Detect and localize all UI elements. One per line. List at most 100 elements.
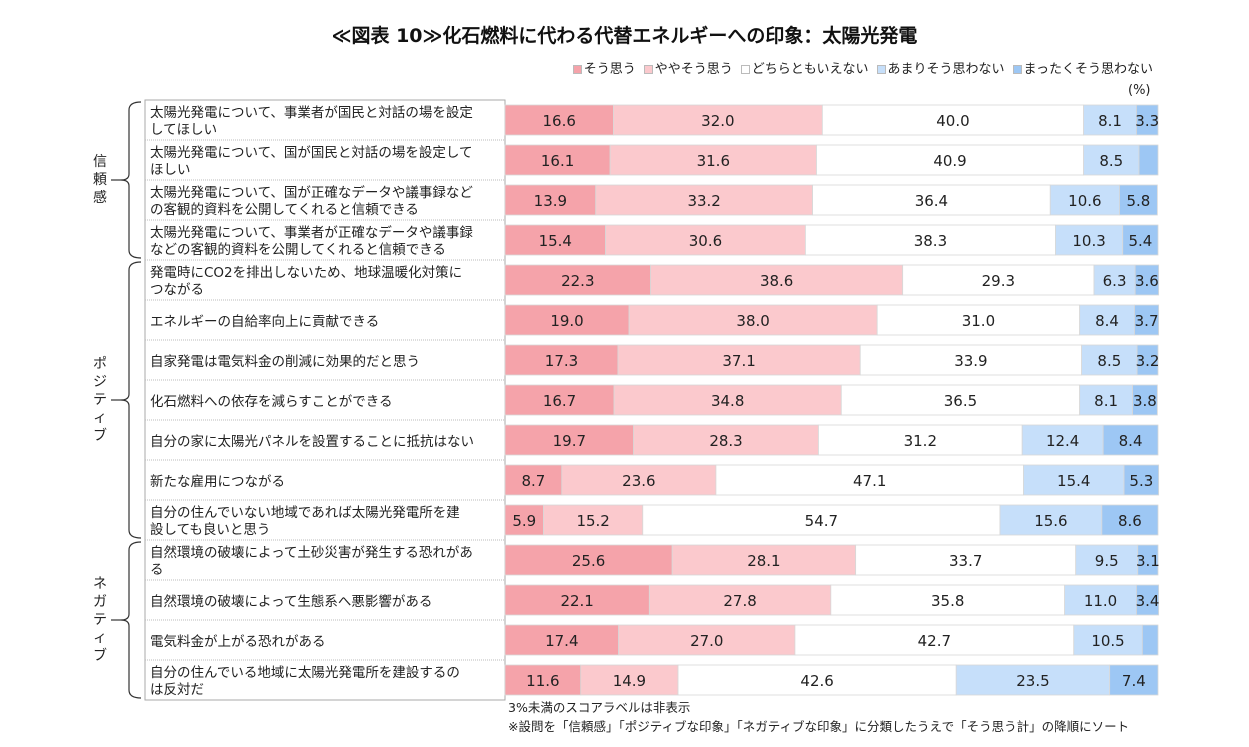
- category-label: 電気料金が上がる恐れがある: [150, 634, 326, 650]
- data-label: 3.8: [1133, 392, 1157, 410]
- bar-segment: [902, 264, 1095, 296]
- group-label: ポジティブ: [93, 356, 107, 444]
- bar-segment: [504, 544, 673, 576]
- bar-segment: [543, 504, 644, 536]
- data-label: 8.7: [521, 472, 545, 490]
- legend-label: ややそう思う: [654, 62, 733, 77]
- bar-segment: [504, 424, 635, 456]
- legend-item: そう思う: [572, 62, 636, 77]
- legend-swatch: [876, 65, 886, 74]
- bar-segment: [1083, 144, 1140, 176]
- data-label: 15.6: [1034, 512, 1067, 530]
- footnote-sort: ※設問を「信頼感」「ポジティブな印象」「ネガティブな印象」に分類したうえで「そう…: [508, 719, 1130, 734]
- bar-segment: [504, 144, 611, 176]
- data-label: 25.6: [572, 552, 605, 570]
- bar-segment: [1136, 344, 1159, 376]
- bar-segment: [628, 304, 878, 336]
- data-label: 5.4: [1128, 232, 1152, 250]
- data-label: 14.9: [613, 672, 646, 690]
- data-label: 3.1: [1136, 552, 1160, 570]
- bar-segment: [794, 624, 1075, 656]
- data-label: 22.3: [561, 272, 594, 290]
- bar-segment: [876, 304, 1081, 336]
- category-label: る: [150, 562, 164, 578]
- data-label: 16.1: [541, 152, 574, 170]
- data-label: 5.9: [512, 512, 536, 530]
- data-label: 23.5: [1016, 672, 1049, 690]
- legend-label: そう思う: [583, 62, 636, 77]
- group-label: ネガティブ: [93, 576, 107, 664]
- category-label: 自分の住んでいない地域であれば太陽光発電所を建: [150, 505, 460, 521]
- bar-segment: [618, 624, 796, 656]
- legend: そう思う ややそう思う どちらともいえない あまりそう思わない まったくそう思わない: [572, 62, 1153, 77]
- category-label: 自分の家に太陽光パネルを設置することに抵抗はない: [150, 433, 474, 450]
- bar-segment: [804, 224, 1056, 256]
- group-bracket: [120, 261, 142, 539]
- data-label: 11.6: [526, 672, 559, 690]
- data-label: 17.3: [545, 352, 578, 370]
- bar-segment: [642, 504, 1001, 536]
- data-label: 16.6: [542, 112, 575, 130]
- bar-segment: [816, 144, 1084, 176]
- bar-segment: [504, 104, 614, 136]
- bar-segment: [1134, 264, 1160, 296]
- bar-segment: [648, 584, 832, 616]
- data-label: 10.3: [1072, 232, 1105, 250]
- data-label: 29.3: [982, 272, 1015, 290]
- bar-segment: [1055, 224, 1124, 256]
- chart-title: ≪図表 10≫化石燃料に代わる代替エネルギーへの印象：太陽光発電: [331, 25, 918, 47]
- legend-swatch: [643, 65, 653, 74]
- bar-segment: [595, 184, 813, 216]
- bar-segment: [1138, 144, 1159, 176]
- bar-segment: [1079, 384, 1133, 416]
- bar-segment: [1136, 104, 1159, 136]
- category-label: してほしい: [150, 122, 217, 138]
- data-label: 3.7: [1135, 312, 1159, 330]
- legend-label: まったくそう思わない: [1023, 62, 1153, 77]
- category-label: つながる: [150, 282, 204, 298]
- bar-segment: [830, 584, 1066, 616]
- data-label: 38.6: [760, 272, 793, 290]
- bar-segment: [504, 344, 619, 376]
- data-label: 42.7: [918, 632, 951, 650]
- bar-segment: [1049, 184, 1120, 216]
- bar-segment: [633, 424, 819, 456]
- legend-label: どちらともいえない: [751, 62, 869, 77]
- legend-item: ややそう思う: [643, 62, 733, 77]
- legend-label: あまりそう思わない: [887, 62, 1005, 77]
- bar-segment: [504, 224, 606, 256]
- bar-segment: [1136, 584, 1160, 616]
- unit-label: (%): [1128, 83, 1151, 98]
- data-label: 8.4: [1119, 432, 1143, 450]
- bar-segment: [1079, 304, 1135, 336]
- data-label: 5.3: [1129, 472, 1153, 490]
- bar-segment: [1075, 544, 1139, 576]
- category-label: 設しても良いと思う: [150, 522, 270, 538]
- data-label: 8.6: [1118, 512, 1142, 530]
- data-label: 31.0: [962, 312, 995, 330]
- data-label: 32.0: [701, 112, 734, 130]
- legend-item: あまりそう思わない: [876, 62, 1005, 77]
- data-label: 3.3: [1135, 112, 1159, 130]
- data-label: 15.2: [576, 512, 609, 530]
- category-label: ほしい: [150, 162, 191, 178]
- data-label: 33.7: [949, 552, 982, 570]
- data-label: 40.9: [933, 152, 966, 170]
- data-label: 33.2: [687, 192, 720, 210]
- data-label: 23.6: [622, 472, 655, 490]
- data-label: 3.6: [1135, 272, 1159, 290]
- bar-segment: [1134, 304, 1160, 336]
- bar-segment: [650, 264, 904, 296]
- data-label: 31.6: [697, 152, 730, 170]
- data-label: 36.5: [944, 392, 977, 410]
- data-label: 28.3: [709, 432, 742, 450]
- data-label: 8.1: [1094, 392, 1118, 410]
- bar-segment: [613, 384, 842, 416]
- bar-segment: [504, 664, 582, 696]
- data-label: 38.3: [914, 232, 947, 250]
- data-label: 15.4: [1057, 472, 1090, 490]
- data-label: 19.7: [553, 432, 586, 450]
- bar-segment: [812, 184, 1051, 216]
- data-label: 8.4: [1095, 312, 1119, 330]
- bar-segment: [617, 344, 861, 376]
